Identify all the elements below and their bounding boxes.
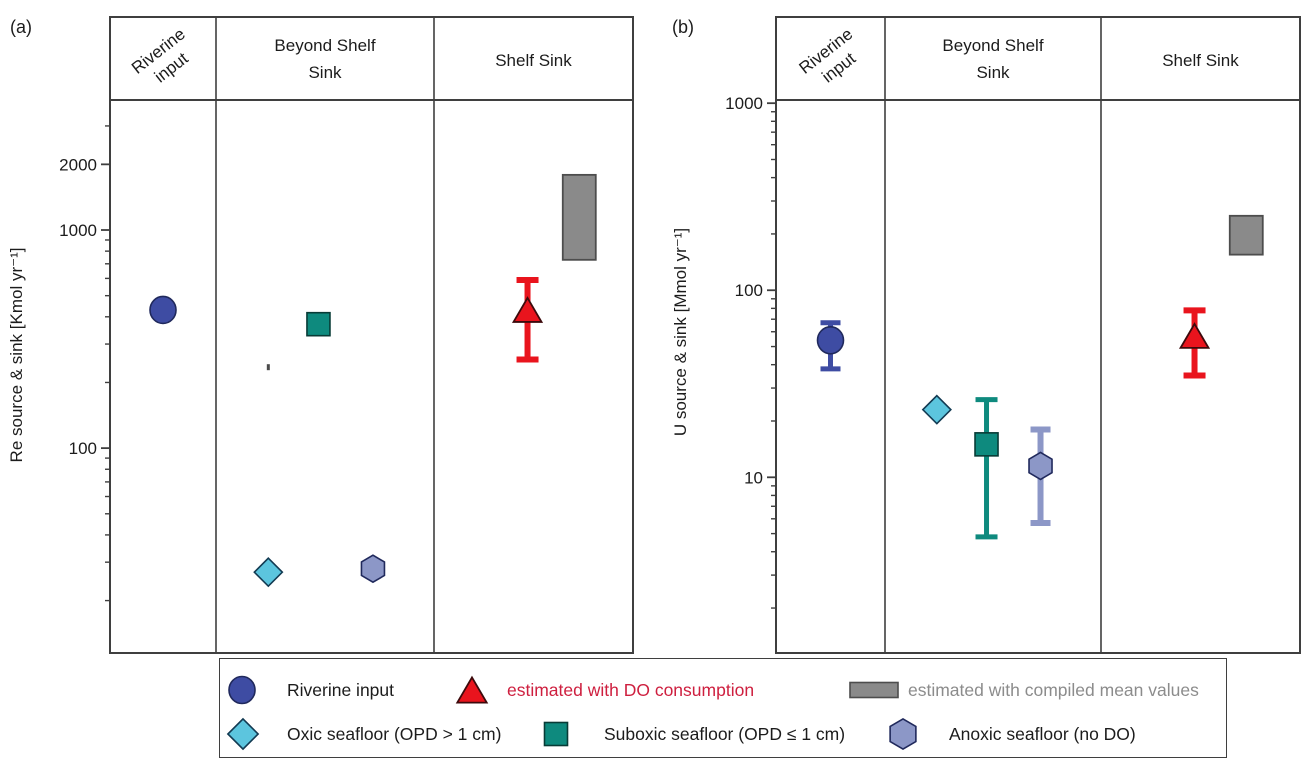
- column-header-beyond-shelf-sink-line2: Sink: [308, 63, 342, 82]
- marker-a-riverine-input: [149, 295, 177, 325]
- legend-label-riverine: Riverine input: [287, 680, 394, 700]
- legend-label-oxic: Oxic seafloor (OPD > 1 cm): [287, 724, 502, 744]
- y-tick-label-10: 10: [744, 468, 763, 487]
- panel-label-b: (b): [672, 17, 694, 37]
- panel-b-box: [775, 16, 1301, 654]
- column-header-beyond-shelf-sink-line1: Beyond Shelf: [274, 36, 375, 55]
- marker-a-estimated-with-do-consumption: [511, 296, 544, 323]
- marker-a-suboxic-seafloor-opd-1-cm: [306, 311, 331, 337]
- y-tick-label-100: 100: [735, 281, 763, 300]
- marker-a-estimated-with-compiled-mean-values: [561, 173, 597, 261]
- y-tick-label-1000: 1000: [725, 94, 763, 113]
- marker-b-estimated-with-compiled-mean-values: [1228, 214, 1264, 256]
- oxic-diamond-icon: [226, 717, 260, 751]
- marker-a-oxic-seafloor-opd-1-cm: [253, 557, 284, 588]
- column-header-shelf-sink: Shelf Sink: [495, 51, 572, 70]
- y-axis-title-a: Re source & sink [Kmol yr⁻¹]: [7, 248, 26, 463]
- y-tick-label-100: 100: [69, 439, 97, 458]
- legend-box: Riverine input estimated with DO consump…: [219, 658, 1227, 758]
- marker-a-anoxic-seafloor-no-do: [360, 554, 386, 584]
- marker-b-riverine-input: [816, 325, 845, 355]
- legend-label-compiled-mean: estimated with compiled mean values: [908, 680, 1199, 700]
- panel-a-box: [109, 16, 634, 654]
- do-consumption-triangle-icon: [455, 675, 489, 704]
- column-header-beyond-shelf-sink-line2: Sink: [976, 63, 1010, 82]
- legend-label-do-consumption: estimated with DO consumption: [507, 680, 755, 700]
- y-axis-title-b: U source & sink [Mmol yr⁻¹]: [671, 228, 690, 436]
- column-header-shelf-sink: Shelf Sink: [1162, 51, 1239, 70]
- compiled-mean-rect-icon: [849, 681, 899, 699]
- column-header-riverine-input: Riverineinput: [795, 24, 869, 94]
- suboxic-square-icon: [543, 721, 569, 747]
- legend-label-anoxic: Anoxic seafloor (no DO): [949, 724, 1136, 744]
- anoxic-hexagon-icon: [889, 717, 917, 751]
- marker-b-oxic-seafloor-opd-1-cm: [921, 394, 952, 425]
- marker-a-stray-mark: [266, 364, 270, 371]
- legend-label-suboxic: Suboxic seafloor (OPD ≤ 1 cm): [604, 724, 846, 744]
- panel-b: (b) Riverineinput Beyond Shelf Sink Shelf Si…: [671, 16, 1301, 654]
- marker-b-estimated-with-do-consumption: [1178, 322, 1211, 349]
- marker-b-anoxic-seafloor-no-do: [1028, 451, 1053, 481]
- riverine-circle-icon: [228, 675, 256, 705]
- panel-label-a: (a): [10, 17, 32, 37]
- y-tick-label-2000: 2000: [59, 155, 97, 174]
- y-tick-label-1000: 1000: [59, 221, 97, 240]
- panel-a: (a) Riverineinput Beyond Shelf Sink Shelf Si…: [7, 16, 634, 654]
- column-header-riverine-input: Riverineinput: [128, 24, 202, 94]
- error-bar-b-suboxic-seafloor-opd-1-cm: [975, 397, 998, 540]
- column-header-beyond-shelf-sink-line1: Beyond Shelf: [942, 36, 1043, 55]
- marker-b-suboxic-seafloor-opd-1-cm: [974, 432, 999, 457]
